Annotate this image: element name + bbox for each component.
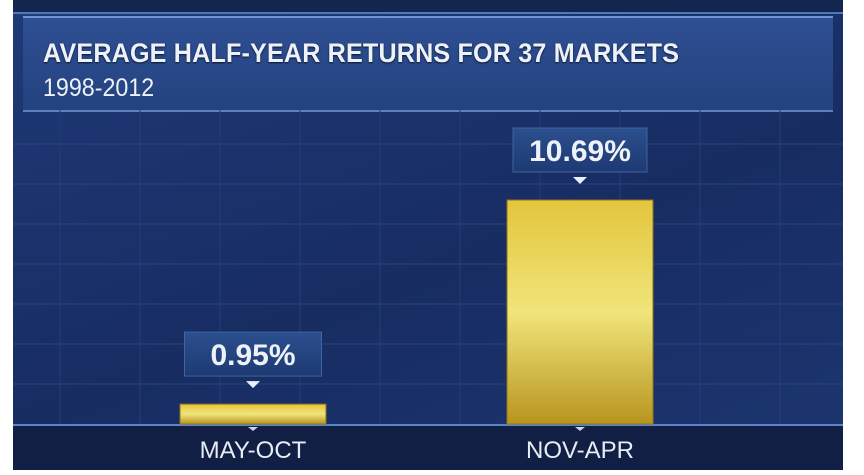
axis-band xyxy=(13,426,843,470)
top-bar xyxy=(13,0,843,14)
chart-frame: AVERAGE HALF-YEAR RETURNS FOR 37 MARKETS… xyxy=(13,0,843,470)
data-label: 0.95% xyxy=(210,339,295,372)
data-label: 10.69% xyxy=(529,135,631,168)
data-label-box xyxy=(184,331,322,377)
chart-subtitle: 1998-2012 xyxy=(43,74,155,102)
tick-mark xyxy=(575,427,585,431)
chart-header: AVERAGE HALF-YEAR RETURNS FOR 37 MARKETS… xyxy=(23,16,833,112)
pointer-icon xyxy=(246,381,260,389)
gridlines xyxy=(13,110,843,424)
data-label-box xyxy=(512,127,648,173)
bar-may-oct xyxy=(179,403,327,425)
category-label: NOV-APR xyxy=(526,437,634,464)
category-label: MAY-OCT xyxy=(200,437,307,464)
tick-mark xyxy=(248,427,258,431)
pointer-icon xyxy=(573,177,587,184)
bar-nov-apr xyxy=(506,199,654,425)
chart-title: AVERAGE HALF-YEAR RETURNS FOR 37 MARKETS xyxy=(43,38,680,68)
